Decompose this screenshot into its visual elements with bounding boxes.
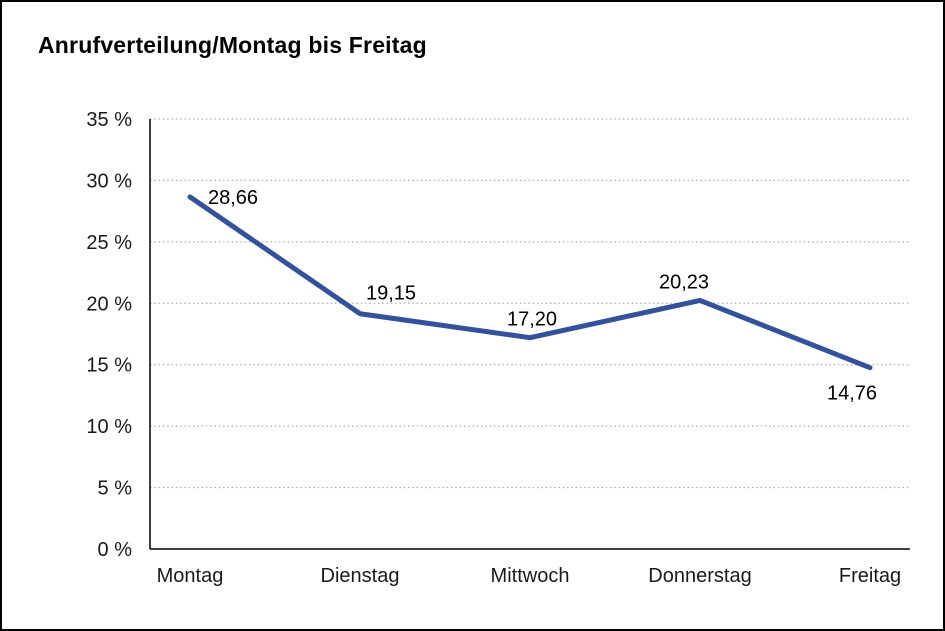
y-tick-label: 35 %	[86, 109, 132, 131]
data-label: 17,20	[507, 309, 557, 331]
x-tick-label: Freitag	[839, 565, 901, 587]
data-label: 19,15	[366, 283, 416, 305]
y-tick-label: 25 %	[86, 232, 132, 254]
y-tick-label: 5 %	[98, 478, 133, 500]
x-tick-label: Dienstag	[321, 565, 400, 587]
data-label: 20,23	[659, 271, 709, 293]
x-tick-label: Montag	[157, 565, 224, 587]
y-tick-label: 15 %	[86, 355, 132, 377]
data-line	[187, 194, 873, 371]
x-tick-label: Mittwoch	[491, 565, 570, 587]
y-tick-label: 30 %	[86, 170, 132, 192]
data-label: 14,76	[827, 383, 877, 405]
chart-title: Anrufverteilung/Montag bis Freitag	[38, 32, 427, 58]
y-tick-label: 0 %	[98, 539, 133, 561]
data-label: 28,66	[208, 187, 258, 209]
y-tick-label: 10 %	[86, 416, 132, 438]
y-tick-label: 20 %	[86, 293, 132, 315]
x-tick-label: Donnerstag	[648, 565, 751, 587]
